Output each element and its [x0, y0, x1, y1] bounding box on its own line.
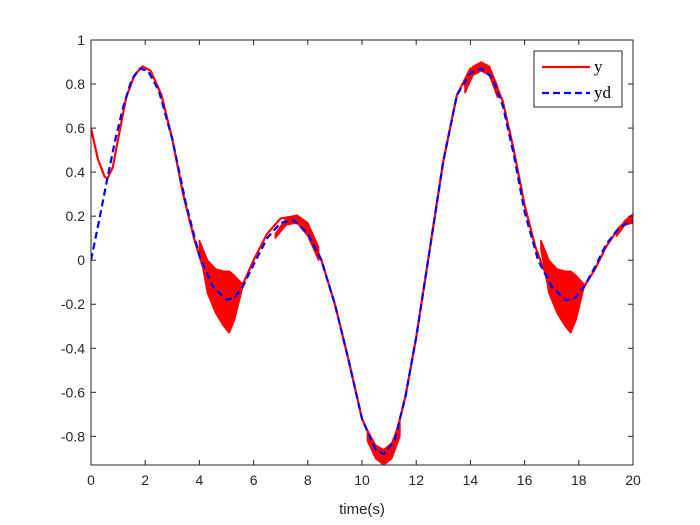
series-yd-line — [91, 67, 633, 456]
y-tick-label: 0 — [77, 252, 85, 268]
legend: y yd — [533, 50, 623, 108]
plot-area — [91, 61, 633, 465]
x-tick-label: 8 — [304, 472, 312, 488]
y-tick-label: -0.2 — [61, 296, 85, 312]
y-tick-label: -0.6 — [61, 384, 85, 400]
y-tick-label: -0.8 — [61, 428, 85, 444]
legend-box — [533, 50, 623, 108]
y-tick-label: -0.4 — [61, 340, 85, 356]
x-tick-label: 4 — [196, 472, 204, 488]
legend-label-yd: yd — [594, 83, 612, 102]
x-tick-label: 18 — [571, 472, 587, 488]
x-tick-label: 6 — [250, 472, 258, 488]
x-axis-label: time(s) — [339, 501, 385, 518]
plot-content — [91, 61, 633, 465]
x-tick-label: 12 — [408, 472, 424, 488]
y-oscillation-band-3 — [366, 420, 401, 465]
x-tick-label: 2 — [141, 472, 149, 488]
x-tick-label: 14 — [463, 472, 479, 488]
x-tick-label: 0 — [87, 472, 95, 488]
x-tick-label: 16 — [517, 472, 533, 488]
x-tick-label: 20 — [625, 472, 641, 488]
x-tick-label: 10 — [354, 472, 370, 488]
legend-label-y: y — [594, 57, 603, 76]
axes: 0 2 4 6 8 10 12 14 16 18 20 1 0.8 0.6 0.4 0.2 0 -0.2 -0.4 -… — [61, 32, 641, 488]
y-tick-label: 0.6 — [66, 120, 86, 136]
y-tick-label: 0.4 — [66, 164, 86, 180]
y-tick-label: 0.8 — [66, 76, 86, 92]
y-tick-label: 0.2 — [66, 208, 86, 224]
y-tick-label: 1 — [77, 32, 85, 48]
